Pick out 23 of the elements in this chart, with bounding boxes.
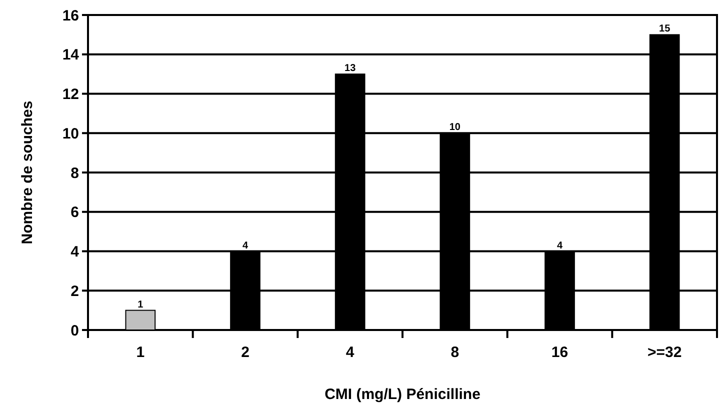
x-tick-label: 16 (551, 344, 568, 361)
x-tick-label: 8 (450, 344, 460, 361)
data-label: 13 (344, 63, 356, 74)
y-tick-label: 10 (62, 125, 79, 142)
y-tick-label: 2 (70, 282, 79, 300)
y-tick-label: 0 (70, 322, 79, 340)
data-label: 4 (242, 240, 248, 252)
y-axis-title: Nombre de souches (19, 100, 36, 244)
x-axis-title: CMI (mg/L) Pénicilline (324, 386, 480, 403)
y-tick-label: 8 (70, 164, 79, 182)
data-label: 15 (659, 24, 671, 35)
y-tick-label: 14 (62, 46, 80, 64)
x-tick-label: 1 (136, 344, 145, 361)
y-tick-label: 16 (62, 7, 79, 24)
y-tick-label: 6 (70, 204, 79, 222)
y-tick-label: 12 (62, 86, 79, 103)
data-label: 4 (556, 240, 563, 252)
data-label: 1 (138, 299, 144, 310)
x-tick-label: >=32 (647, 344, 682, 361)
y-tick-label: 4 (70, 244, 80, 260)
data-label: 10 (449, 122, 461, 134)
x-tick-label: 4 (346, 344, 355, 361)
x-tick-label: 2 (241, 344, 250, 361)
